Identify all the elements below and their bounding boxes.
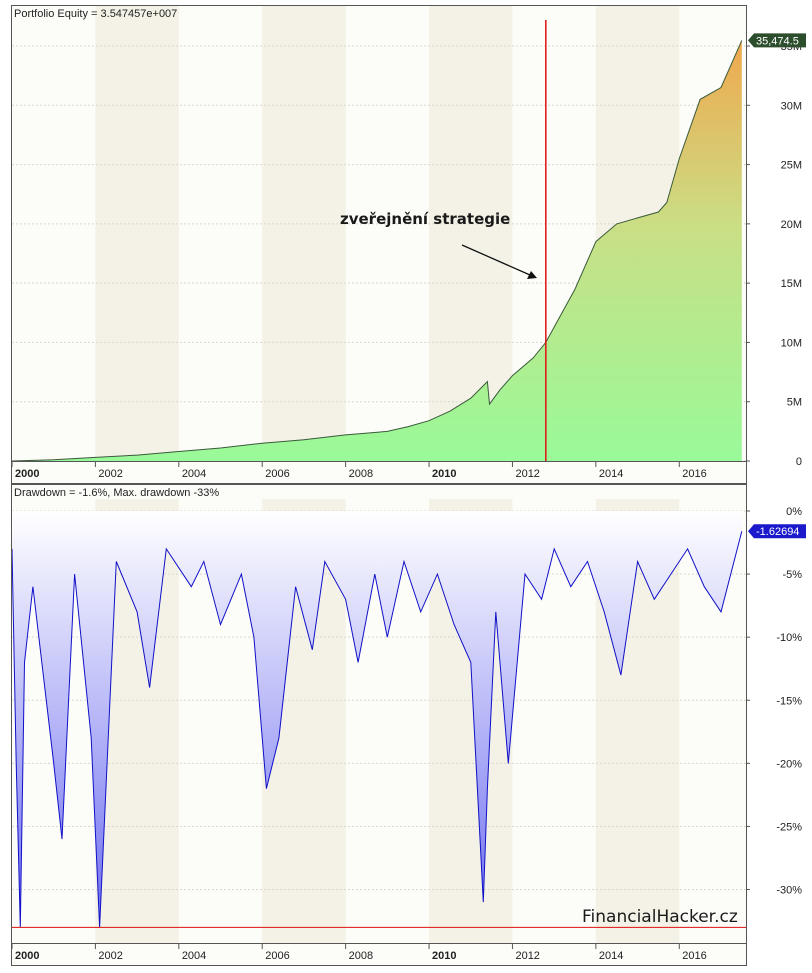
annotation-arrow xyxy=(461,244,537,279)
x-tick-label: 2002 xyxy=(98,950,122,962)
y-tick-label: 25M xyxy=(781,160,802,172)
x-tick-label: 2016 xyxy=(682,950,706,962)
equity-area xyxy=(12,40,742,461)
y-tick-label: -10% xyxy=(776,632,802,644)
equity-x-axis xyxy=(11,461,747,484)
annotation-label: zveřejnění strategie xyxy=(340,210,510,228)
drawdown-x-axis xyxy=(11,943,747,966)
drawdown-line xyxy=(12,531,743,928)
drawdown-area xyxy=(12,511,742,928)
x-tick-label: 2000 xyxy=(15,950,39,962)
y-tick-label: 30M xyxy=(781,100,802,112)
x-tick-label: 2000 xyxy=(15,468,39,480)
drawdown-title: Drawdown = -1.6%, Max. drawdown -33% xyxy=(14,487,219,499)
watermark-text: FinancialHacker.cz xyxy=(582,907,738,927)
x-tick-label: 2006 xyxy=(265,950,289,962)
drawdown-last-value-badge: -1.62694 xyxy=(748,524,806,539)
y-tick-label: 5M xyxy=(787,397,802,409)
y-tick-label: 20M xyxy=(781,219,802,231)
equity-title: Portfolio Equity = 3.547457e+007 xyxy=(14,8,177,20)
equity-last-value-badge: 35,474.5 xyxy=(748,33,806,48)
x-tick-label: 2010 xyxy=(432,468,456,480)
x-tick-label: 2008 xyxy=(349,468,373,480)
year-band xyxy=(262,6,346,461)
x-tick-label: 2004 xyxy=(182,468,206,480)
year-band xyxy=(429,6,513,461)
y-tick-label: 0% xyxy=(786,506,802,518)
x-tick-label: 2012 xyxy=(515,468,539,480)
y-tick-label: -20% xyxy=(776,758,802,770)
equity-last-value: 35,474.5 xyxy=(756,35,799,47)
y-tick-label: -30% xyxy=(776,885,802,897)
equity-line xyxy=(12,40,743,461)
y-tick-label: 10M xyxy=(781,337,802,349)
y-tick-label: -25% xyxy=(776,821,802,833)
x-tick-label: 2010 xyxy=(432,950,456,962)
x-tick-label: 2004 xyxy=(182,950,206,962)
y-tick-label: 15M xyxy=(781,278,802,290)
x-tick-label: 2008 xyxy=(349,950,373,962)
x-tick-label: 2002 xyxy=(98,468,122,480)
x-tick-label: 2016 xyxy=(682,468,706,480)
x-tick-label: 2014 xyxy=(599,950,623,962)
x-tick-label: 2012 xyxy=(515,950,539,962)
year-band xyxy=(95,6,179,461)
drawdown-last-value: -1.62694 xyxy=(756,526,799,538)
x-tick-label: 2014 xyxy=(599,468,623,480)
x-tick-label: 2006 xyxy=(265,468,289,480)
y-tick-label: -15% xyxy=(776,695,802,707)
y-tick-label: 0 xyxy=(796,456,802,468)
y-tick-label: -5% xyxy=(782,569,802,581)
